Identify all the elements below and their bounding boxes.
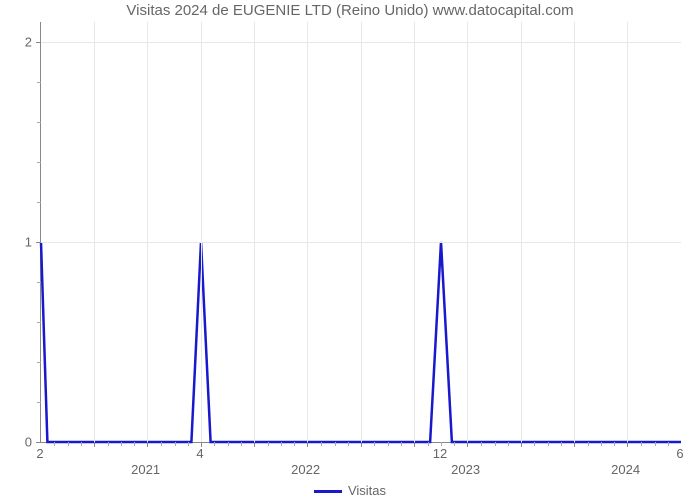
x-tick (414, 442, 415, 447)
x-minor-tick (214, 442, 215, 446)
x-minor-tick (428, 442, 429, 446)
x-minor-tick (294, 442, 295, 446)
x-minor-tick (495, 442, 496, 446)
y-minor-tick (37, 402, 41, 403)
x-tick (254, 442, 255, 447)
y-axis-label: 0 (0, 435, 32, 450)
y-minor-tick (37, 82, 41, 83)
x-tick (94, 442, 95, 447)
y-minor-tick (37, 362, 41, 363)
x-minor-tick (348, 442, 349, 446)
y-tick (36, 42, 41, 43)
grid-line-v (521, 22, 522, 442)
grid-line-v (627, 22, 628, 442)
grid-line-v (254, 22, 255, 442)
x-numeric-label: 6 (676, 446, 683, 461)
x-minor-tick (374, 442, 375, 446)
y-minor-tick (37, 202, 41, 203)
x-minor-tick (388, 442, 389, 446)
y-tick (36, 442, 41, 443)
grid-line-v (574, 22, 575, 442)
chart-container: Visitas 2024 de EUGENIE LTD (Reino Unido… (0, 0, 700, 500)
x-minor-tick (641, 442, 642, 446)
x-tick (147, 442, 148, 447)
x-numeric-label: 12 (433, 446, 447, 461)
x-year-label: 2022 (291, 462, 320, 477)
x-minor-tick (588, 442, 589, 446)
x-tick (521, 442, 522, 447)
y-minor-tick (37, 162, 41, 163)
x-minor-tick (161, 442, 162, 446)
legend-label: Visitas (348, 483, 386, 498)
x-year-label: 2021 (131, 462, 160, 477)
x-minor-tick (601, 442, 602, 446)
x-minor-tick (481, 442, 482, 446)
grid-line-v (307, 22, 308, 442)
x-numeric-label: 4 (196, 446, 203, 461)
x-tick (467, 442, 468, 447)
x-minor-tick (54, 442, 55, 446)
x-year-label: 2023 (451, 462, 480, 477)
x-minor-tick (281, 442, 282, 446)
x-tick (627, 442, 628, 447)
x-minor-tick (548, 442, 549, 446)
x-minor-tick (81, 442, 82, 446)
legend-swatch (314, 490, 342, 493)
x-year-label: 2024 (611, 462, 640, 477)
x-minor-tick (188, 442, 189, 446)
x-minor-tick (268, 442, 269, 446)
grid-line-v (94, 22, 95, 442)
x-minor-tick (335, 442, 336, 446)
grid-line-v (361, 22, 362, 442)
x-tick (574, 442, 575, 447)
grid-line-v (467, 22, 468, 442)
x-minor-tick (534, 442, 535, 446)
grid-line-v (414, 22, 415, 442)
grid-line-v (201, 22, 202, 442)
x-minor-tick (454, 442, 455, 446)
x-minor-tick (614, 442, 615, 446)
x-minor-tick (175, 442, 176, 446)
y-minor-tick (37, 282, 41, 283)
x-minor-tick (401, 442, 402, 446)
x-minor-tick (68, 442, 69, 446)
y-axis-label: 1 (0, 235, 32, 250)
chart-title: Visitas 2024 de EUGENIE LTD (Reino Unido… (0, 2, 700, 19)
grid-line-v (147, 22, 148, 442)
plot-area (40, 22, 681, 443)
x-minor-tick (321, 442, 322, 446)
y-tick (36, 242, 41, 243)
x-tick (307, 442, 308, 447)
x-minor-tick (108, 442, 109, 446)
x-minor-tick (655, 442, 656, 446)
x-minor-tick (241, 442, 242, 446)
x-minor-tick (121, 442, 122, 446)
x-tick (361, 442, 362, 447)
x-numeric-label: 2 (36, 446, 43, 461)
y-minor-tick (37, 322, 41, 323)
x-minor-tick (228, 442, 229, 446)
x-minor-tick (668, 442, 669, 446)
x-minor-tick (561, 442, 562, 446)
x-minor-tick (508, 442, 509, 446)
y-minor-tick (37, 122, 41, 123)
x-minor-tick (134, 442, 135, 446)
y-axis-label: 2 (0, 35, 32, 50)
legend: Visitas (0, 483, 700, 498)
